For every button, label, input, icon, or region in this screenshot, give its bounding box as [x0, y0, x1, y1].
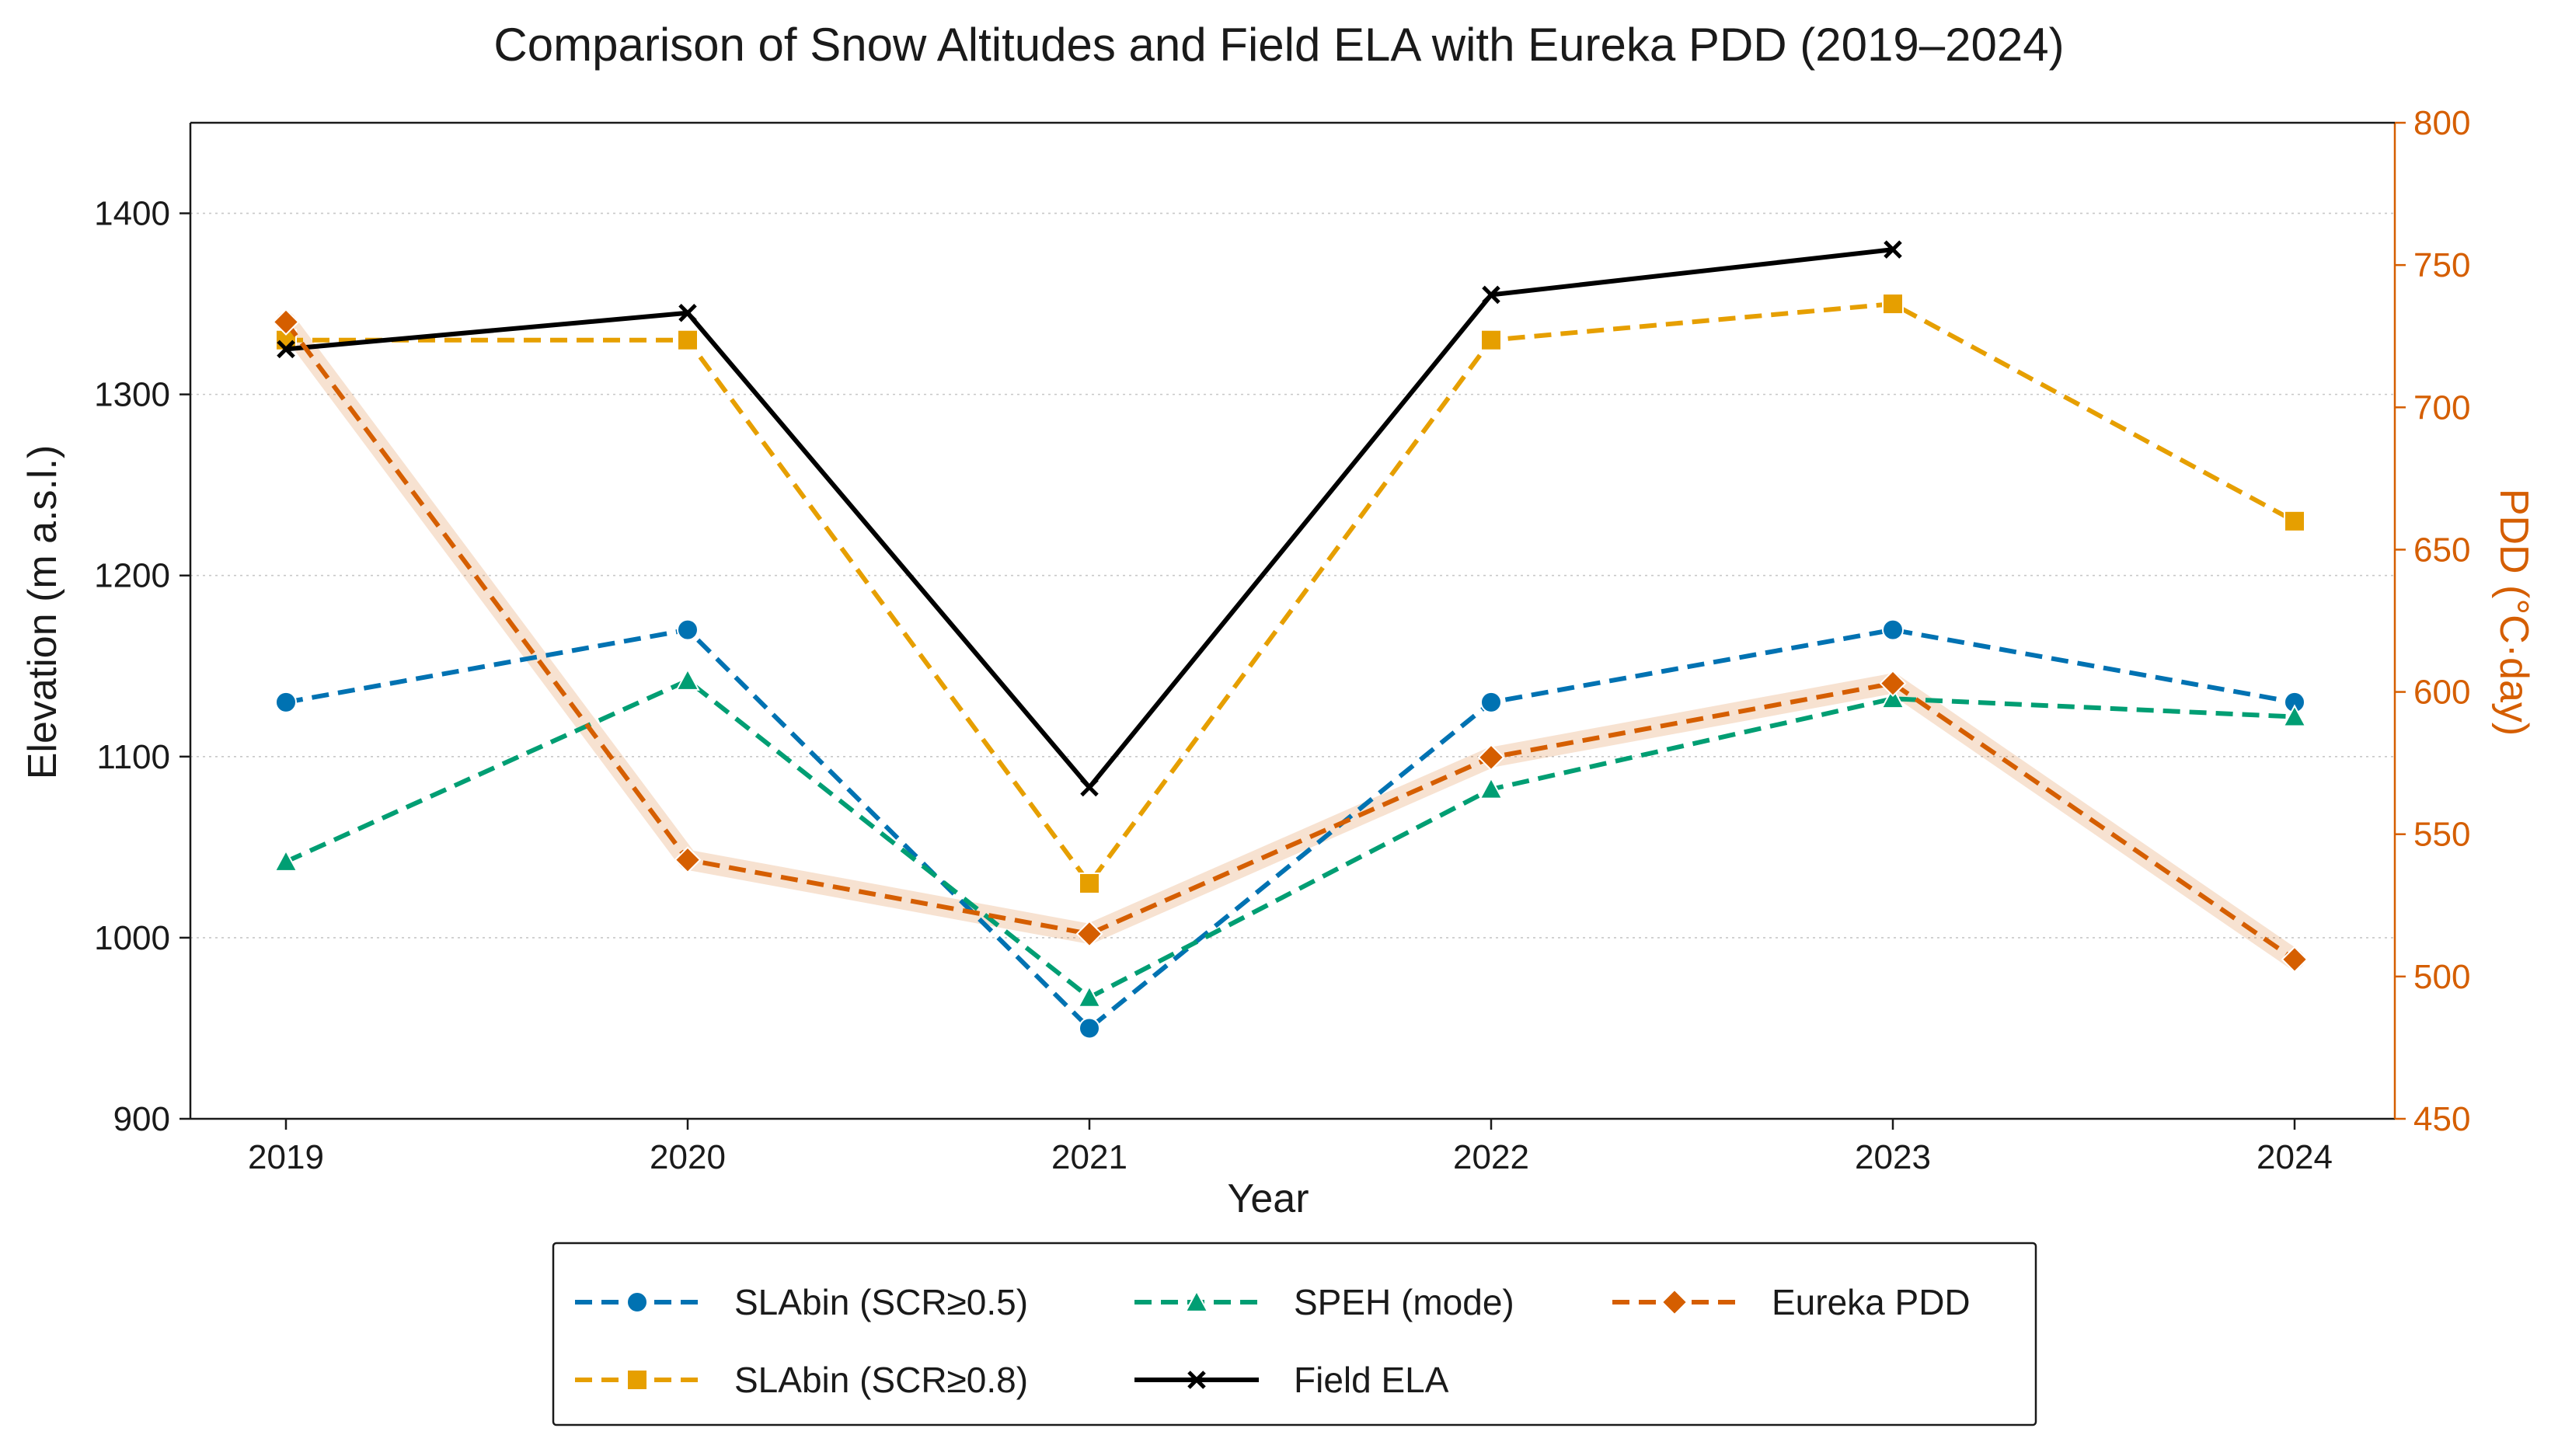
legend-frame	[552, 1242, 2037, 1426]
y-right-tick-label: 700	[2413, 388, 2470, 427]
data-point-eureka-pdd	[2281, 946, 2309, 974]
legend-marker	[1184, 1289, 1209, 1312]
x-tick-label: 2021	[1051, 1138, 1127, 1176]
y-right-tick-label: 800	[2413, 104, 2470, 142]
x-axis-title: Year	[1227, 1176, 1309, 1221]
x-tick-label: 2020	[650, 1138, 726, 1176]
data-point-speh-mode	[1880, 686, 1905, 709]
y-right-tick-label: 550	[2413, 816, 2470, 854]
legend-label: SLAbin (SCR≥0.5)	[734, 1282, 1028, 1322]
x-tick-label: 2019	[248, 1138, 324, 1176]
series-slabin-scr-0-5	[275, 618, 2305, 1040]
legend-item-speh-mode: SPEH (mode)	[1134, 1282, 1514, 1322]
data-point-slabin-scr-0-8	[1079, 872, 1100, 894]
y-tick-label: 1400	[94, 195, 170, 233]
axes-layer: 900 1000 1100 1200 1300 1400 450 500 550 600 650 70…	[94, 104, 2470, 1176]
legend-item-slabin-scr-0-8: SLAbin (SCR≥0.8)	[575, 1360, 1028, 1400]
legend-marker	[626, 1369, 648, 1391]
legend-marker	[1187, 1371, 1206, 1389]
y-tick-label: 1300	[94, 376, 170, 414]
data-point-eureka-pdd	[1879, 670, 1907, 697]
data-point-slabin-scr-0-5	[1882, 618, 1904, 641]
data-point-slabin-scr-0-8	[677, 329, 699, 351]
pdd-uncertainty-band	[276, 312, 2305, 970]
data-point-slabin-scr-0-5	[1079, 1017, 1100, 1040]
series-speh-mode	[274, 667, 2307, 1008]
y-axis-right-title: PDD (°C·day)	[2491, 489, 2536, 736]
data-point-slabin-scr-0-8	[1882, 293, 1904, 315]
legend-marker	[626, 1291, 648, 1313]
y-right-tick-label: 750	[2413, 246, 2470, 284]
data-point-slabin-scr-0-5	[1480, 691, 1502, 713]
legend-label: Field ELA	[1294, 1360, 1449, 1400]
chart-title: Comparison of Snow Altitudes and Field E…	[493, 19, 2064, 71]
data-point-speh-mode	[2282, 704, 2307, 727]
data-point-slabin-scr-0-5	[677, 618, 699, 641]
grid-layer	[190, 212, 2395, 939]
data-point-eureka-pdd	[1477, 744, 1505, 772]
series-line-speh-mode	[284, 677, 2295, 1000]
data-point-slabin-scr-0-8	[2284, 510, 2305, 532]
data-point-eureka-pdd	[674, 846, 702, 874]
data-point-speh-mode	[1479, 776, 1504, 799]
pdd-uncertainty-band-layer	[276, 312, 2305, 970]
data-point-field-ela	[1884, 240, 1902, 259]
series-field-ela	[277, 240, 1902, 797]
legend-label: Eureka PDD	[1772, 1282, 1971, 1322]
series-line-field-ela	[285, 247, 1894, 790]
legend-label: SPEH (mode)	[1294, 1282, 1514, 1322]
y-right-tick-label: 450	[2413, 1100, 2470, 1138]
data-point-field-ela	[1080, 778, 1099, 797]
data-point-field-ela	[678, 303, 697, 322]
y-right-tick-label: 650	[2413, 531, 2470, 569]
legend-label: SLAbin (SCR≥0.8)	[734, 1360, 1028, 1400]
y-tick-label: 1000	[94, 919, 170, 957]
series-line-slabin-scr-0-5	[285, 627, 2295, 1031]
y-tick-label: 900	[113, 1100, 170, 1138]
legend-item-field-ela: Field ELA	[1134, 1360, 1449, 1400]
data-point-field-ela	[277, 340, 295, 359]
legend-item-slabin-scr-0-5: SLAbin (SCR≥0.5)	[575, 1282, 1028, 1322]
y-tick-label: 1100	[96, 738, 170, 776]
y-tick-label: 1200	[94, 557, 170, 595]
data-point-field-ela	[1482, 285, 1500, 305]
legend: SLAbin (SCR≥0.5) SLAbin (SCR≥0.8) SPEH (mo…	[552, 1242, 2037, 1426]
x-tick-label: 2022	[1453, 1138, 1529, 1176]
x-tick-label: 2024	[2257, 1138, 2333, 1176]
series-line-eureka-pdd	[284, 320, 2296, 962]
y-right-tick-label: 600	[2413, 674, 2470, 712]
series-layer	[272, 240, 2309, 1040]
x-tick-label: 2023	[1855, 1138, 1931, 1176]
y-axis-title: Elevation (m a.s.l.)	[20, 445, 65, 780]
series-slabin-scr-0-8	[275, 293, 2305, 894]
legend-marker	[1661, 1288, 1688, 1316]
y-right-tick-label: 500	[2413, 958, 2470, 996]
data-point-slabin-scr-0-5	[275, 691, 297, 713]
series-line-slabin-scr-0-8	[286, 301, 2296, 886]
data-point-speh-mode	[274, 848, 298, 872]
data-point-eureka-pdd	[272, 308, 300, 336]
series-eureka-pdd	[272, 308, 2309, 974]
data-point-eureka-pdd	[1075, 920, 1103, 948]
data-point-slabin-scr-0-8	[1480, 329, 1502, 351]
legend-item-eureka-pdd: Eureka PDD	[1612, 1282, 1971, 1322]
data-point-speh-mode	[675, 667, 700, 691]
data-point-speh-mode	[1077, 984, 1102, 1008]
